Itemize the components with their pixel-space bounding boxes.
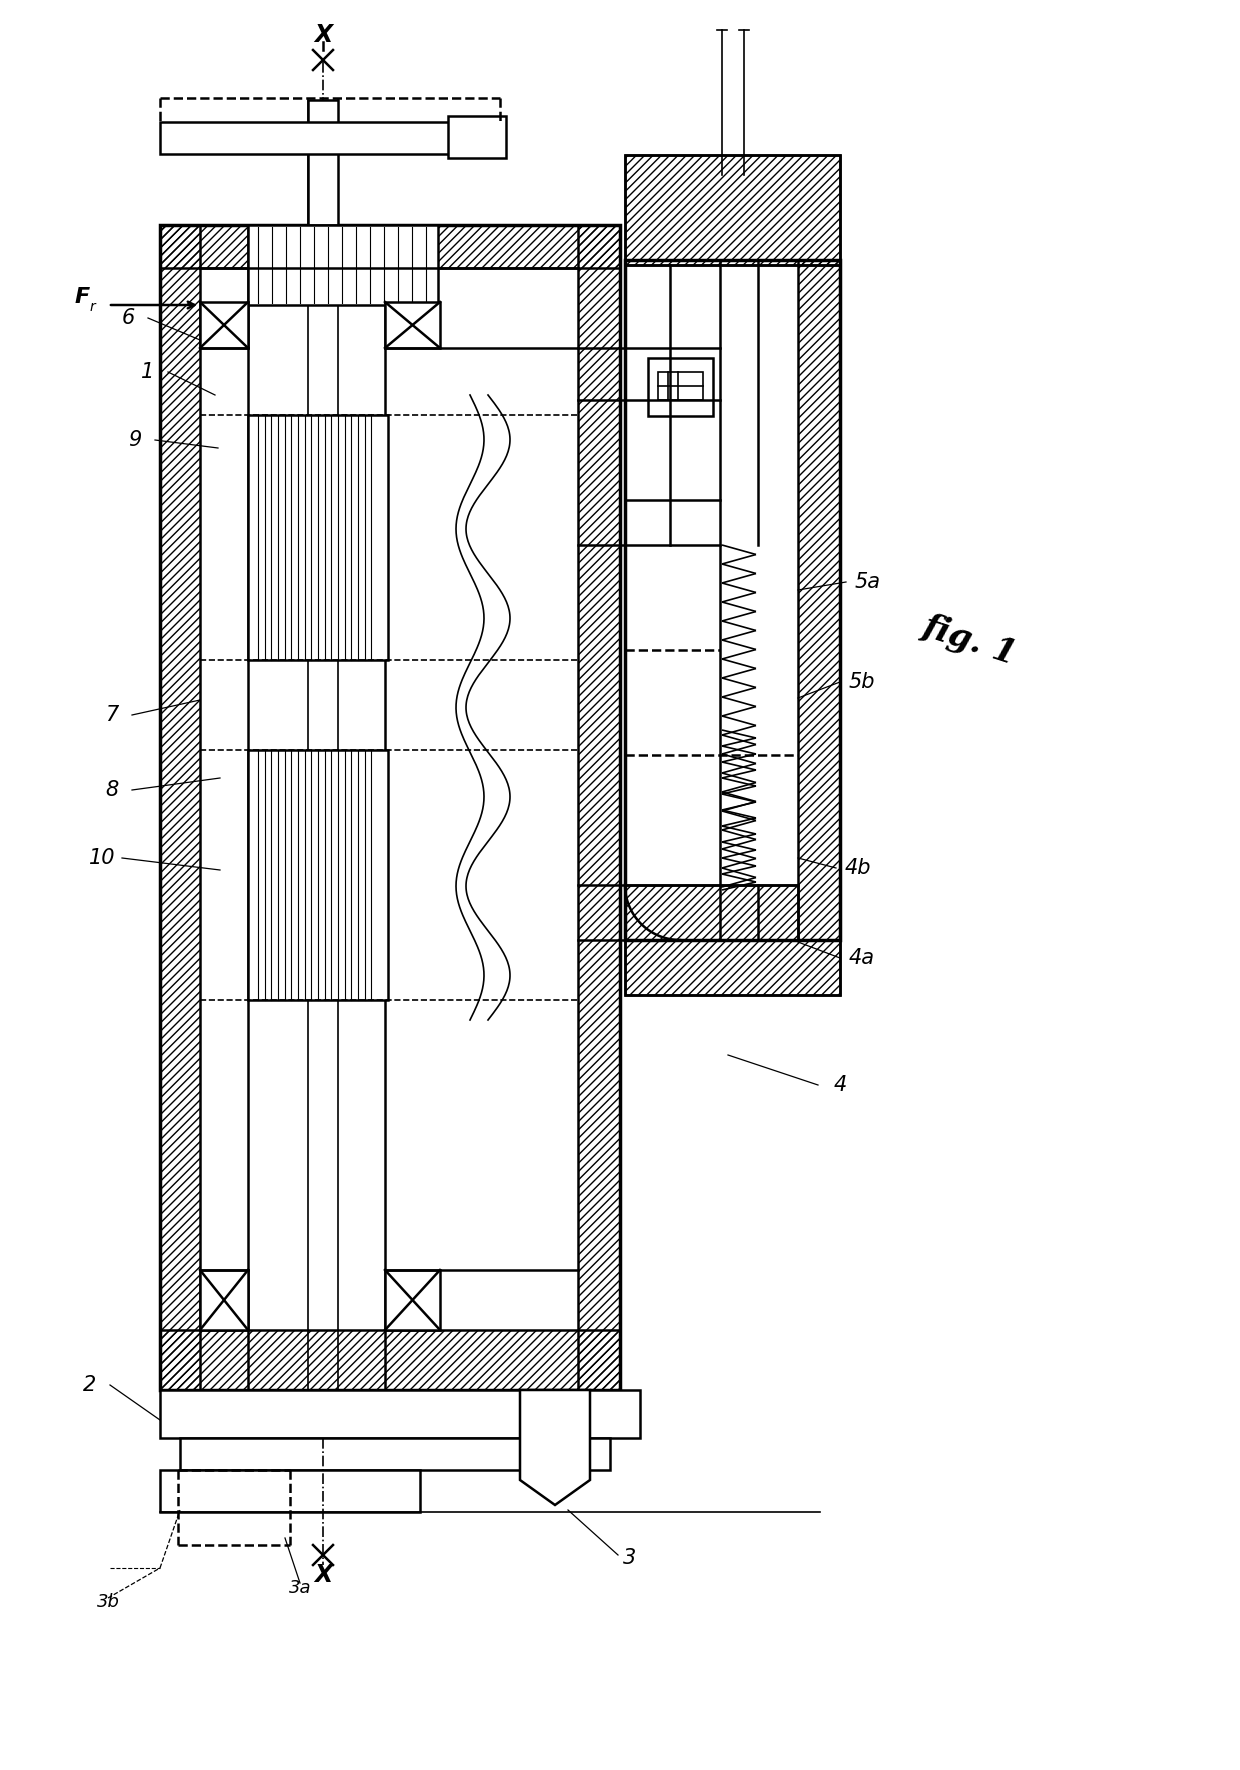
Text: 2: 2 (83, 1375, 97, 1395)
Text: 4: 4 (833, 1074, 847, 1096)
Text: 3a: 3a (289, 1579, 311, 1597)
Bar (248, 414, 388, 660)
Polygon shape (384, 1271, 440, 1329)
Text: 7: 7 (105, 704, 119, 726)
Text: 3: 3 (624, 1549, 636, 1568)
Text: 9: 9 (129, 430, 141, 450)
Bar (625, 260, 839, 940)
Text: F: F (74, 287, 89, 306)
Text: fig. 1: fig. 1 (919, 609, 1022, 671)
Bar (649, 358, 713, 416)
Bar (658, 372, 703, 400)
Text: 1: 1 (141, 363, 155, 382)
Text: 4a: 4a (849, 949, 875, 968)
Bar (248, 225, 438, 304)
Polygon shape (520, 1389, 590, 1504)
Bar (160, 1471, 420, 1512)
Polygon shape (200, 303, 248, 349)
Text: 6: 6 (122, 308, 135, 327)
Text: X: X (314, 23, 332, 48)
Text: X: X (314, 1563, 332, 1588)
Text: 5a: 5a (856, 572, 880, 591)
Bar (625, 156, 839, 266)
Bar (625, 940, 839, 995)
Bar (160, 1389, 640, 1437)
Bar (160, 122, 500, 154)
Bar (448, 117, 506, 158)
Text: 4b: 4b (844, 858, 872, 878)
Text: 5b: 5b (848, 673, 875, 692)
Text: 8: 8 (105, 781, 119, 800)
Polygon shape (384, 303, 440, 349)
Bar (308, 99, 339, 225)
Polygon shape (200, 1271, 248, 1329)
Bar (160, 225, 620, 1389)
Bar (180, 1437, 610, 1471)
Text: r: r (89, 299, 95, 313)
Bar (248, 750, 388, 1000)
Text: 3b: 3b (97, 1593, 119, 1611)
Text: 10: 10 (89, 848, 115, 867)
